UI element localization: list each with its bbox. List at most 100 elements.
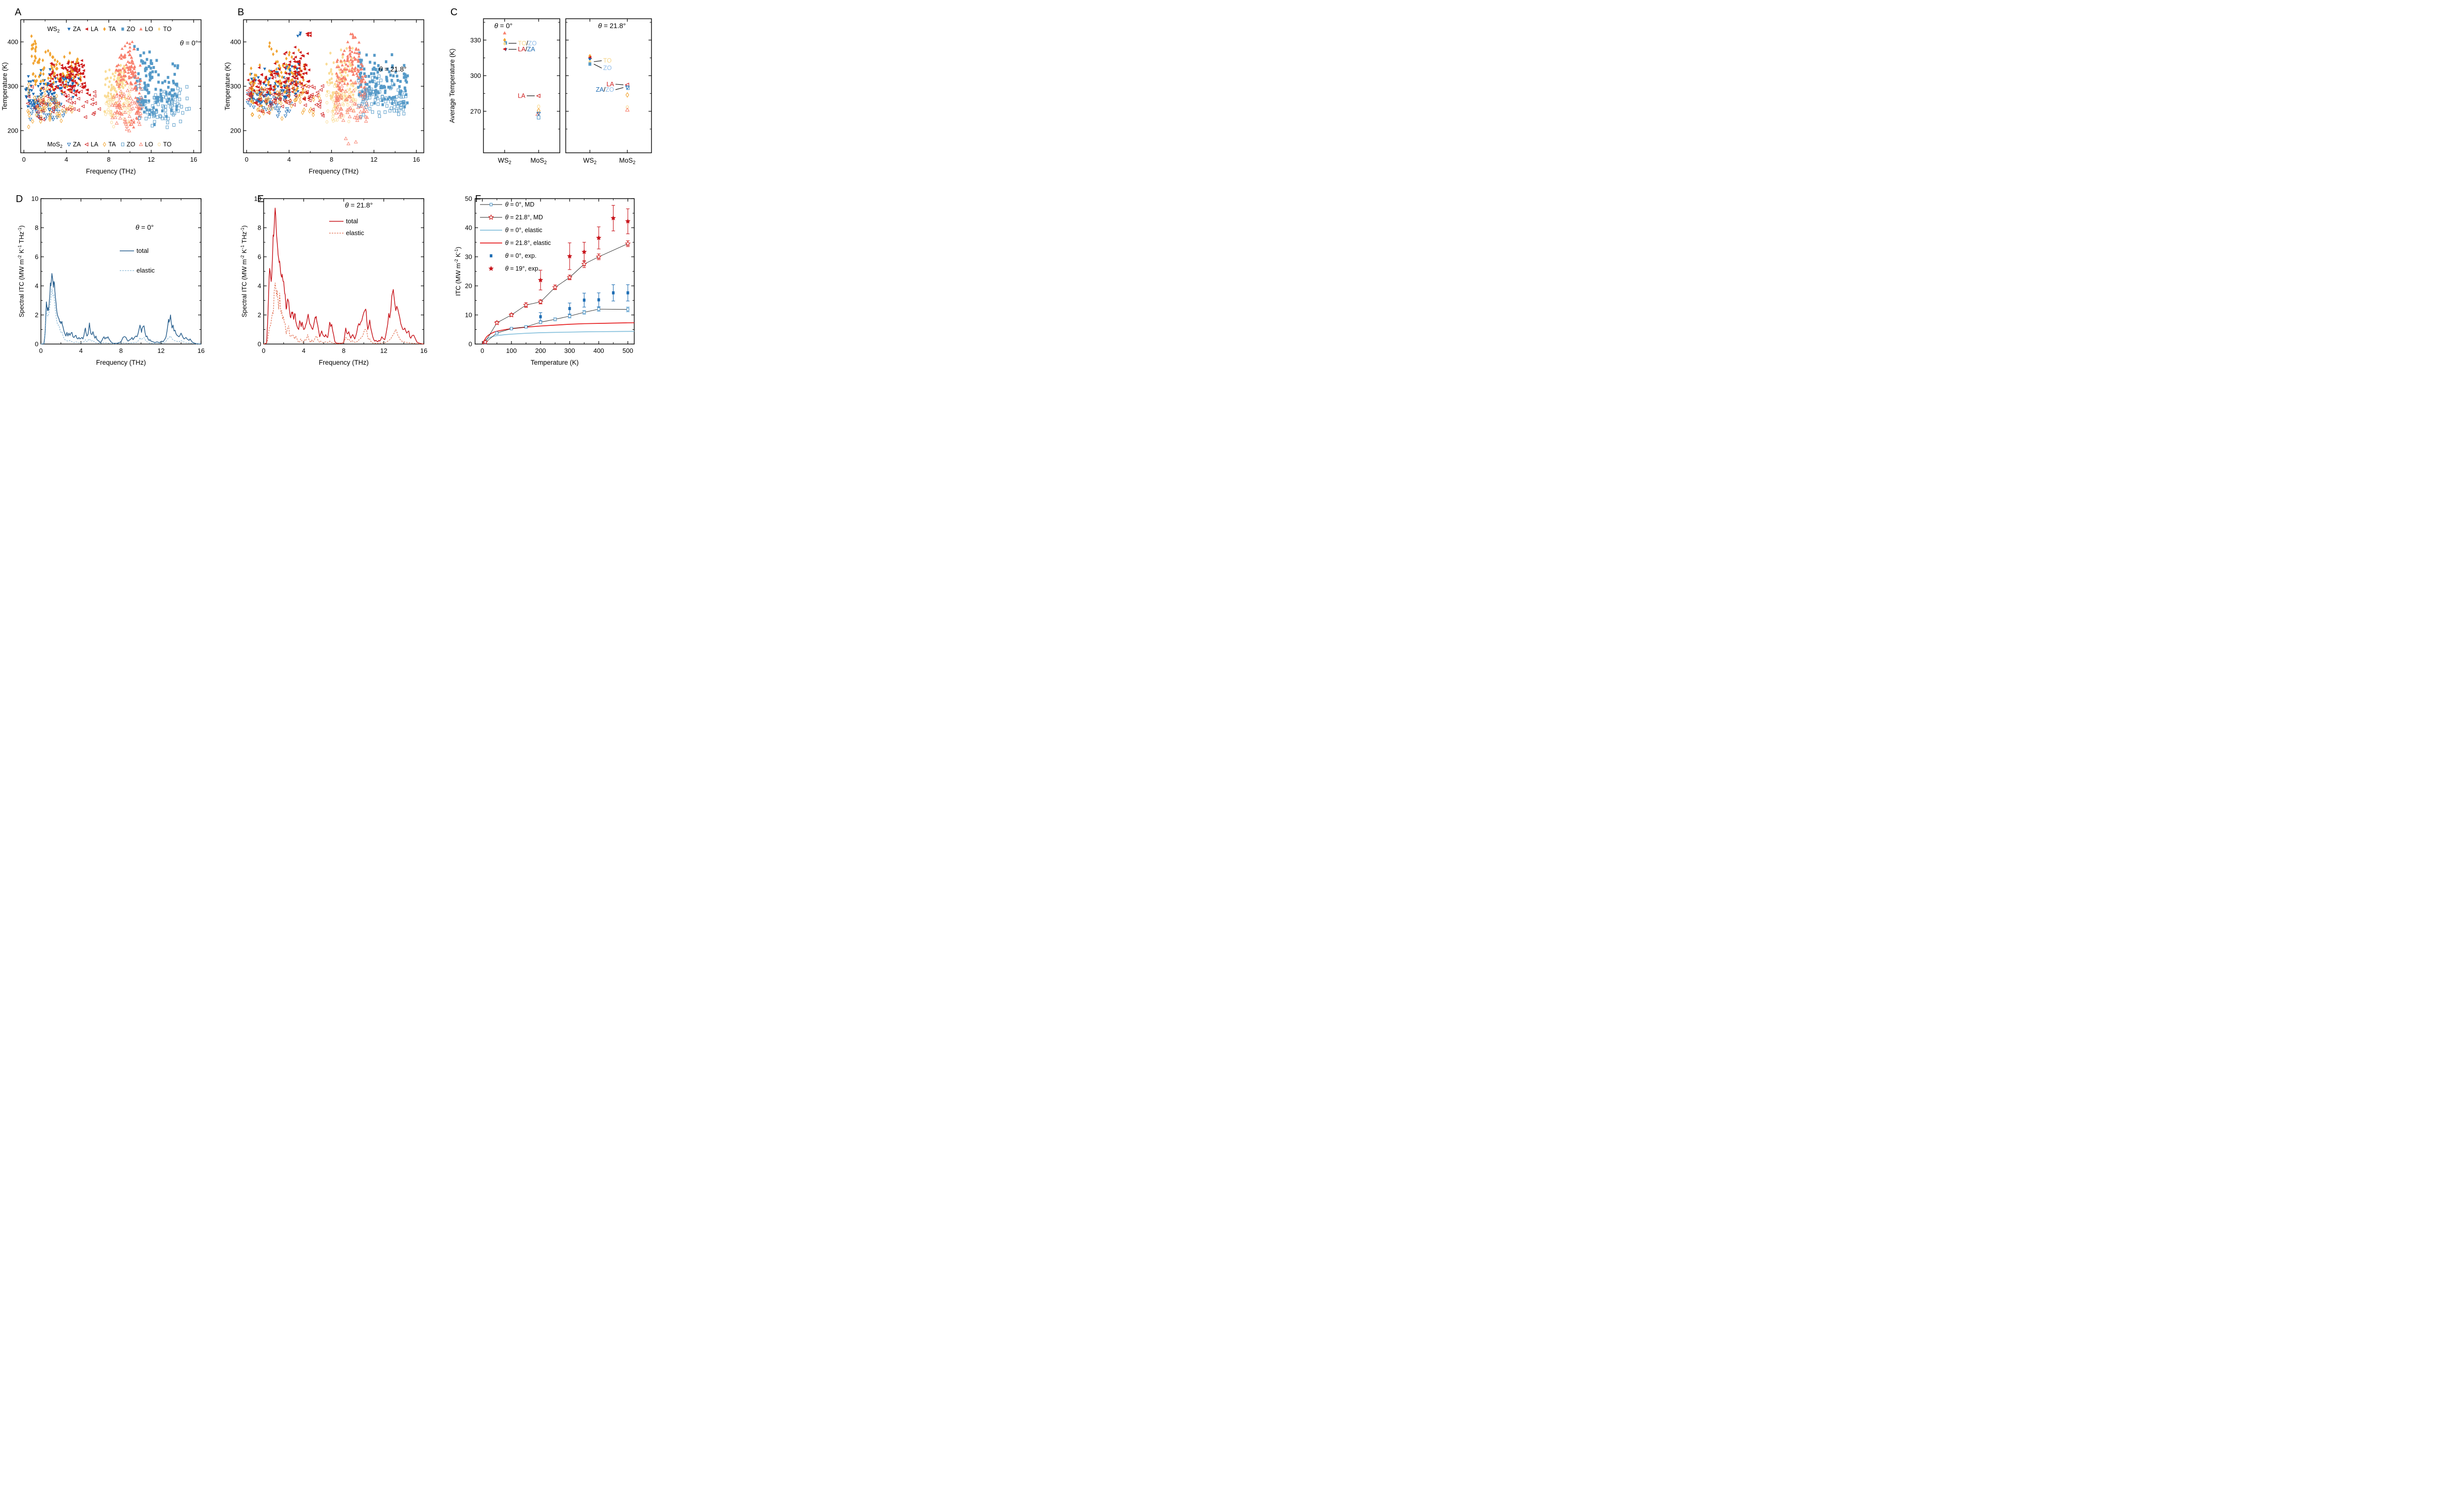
tri-up-marker — [137, 91, 141, 95]
tri-up-marker — [360, 80, 364, 83]
tri-up-marker — [343, 68, 347, 71]
tri-up-marker — [336, 74, 340, 77]
x-tick-label: 16 — [413, 156, 420, 163]
tri-down-marker — [34, 110, 38, 114]
circle-marker — [108, 68, 111, 71]
tri-up-marker — [356, 74, 359, 77]
circle-marker — [104, 102, 108, 105]
diamond-marker — [58, 62, 61, 66]
square-marker — [389, 100, 392, 104]
diamond-marker — [268, 41, 271, 45]
tri-left-marker — [299, 91, 302, 94]
tri-down-marker — [44, 113, 48, 117]
square-marker — [373, 102, 376, 105]
tri-up-marker — [132, 121, 136, 124]
tri-left-marker — [293, 45, 297, 49]
tri-left-marker — [68, 97, 72, 101]
tri-left-marker — [48, 96, 52, 100]
tri-up-marker — [351, 72, 355, 75]
square-marker — [373, 72, 376, 75]
y-tick-label: 2 — [258, 312, 261, 319]
tri-left-marker — [293, 70, 296, 73]
tri-left-marker — [308, 99, 311, 103]
tri-up-marker — [353, 80, 358, 84]
legend-label-total: total — [137, 247, 149, 254]
tri-up-marker — [129, 75, 133, 79]
circle-marker — [114, 71, 117, 74]
tri-up-marker — [335, 104, 340, 108]
x-tick-label: 400 — [593, 347, 604, 354]
diamond-marker — [291, 77, 294, 82]
x-axis-label-E: Frequency (THz) — [319, 359, 369, 366]
circle-marker — [112, 125, 115, 129]
diamond-marker — [32, 42, 35, 46]
square-marker — [157, 103, 160, 106]
circle-marker — [343, 61, 346, 64]
circle-marker — [345, 47, 348, 50]
diamond-marker — [49, 76, 52, 80]
tri-down-marker — [42, 83, 46, 86]
tri-up-marker — [117, 85, 121, 88]
tri-up-marker — [353, 35, 357, 39]
tri-up-marker — [346, 56, 349, 59]
tri-up-marker — [342, 49, 346, 52]
callout-label: TO/ZO — [518, 40, 537, 47]
diamond-marker — [272, 52, 274, 56]
tri-up-marker — [125, 124, 129, 128]
tri-up-marker — [335, 107, 339, 111]
circle-marker — [325, 120, 329, 124]
diamond-marker — [278, 79, 281, 83]
tri-down-marker — [47, 108, 52, 112]
tri-left-marker — [294, 55, 297, 59]
tri-up-marker — [130, 87, 134, 91]
square-marker — [143, 81, 146, 85]
square-marker — [180, 105, 183, 109]
tri-down-marker — [67, 142, 71, 147]
tri-up-marker — [121, 67, 125, 70]
square-marker — [149, 76, 152, 80]
tri-left-marker — [83, 115, 87, 119]
tri-up-marker — [123, 74, 126, 77]
tri-down-marker — [282, 89, 285, 92]
tri-left-marker — [293, 80, 297, 84]
tri-left-marker — [314, 103, 318, 107]
tri-left-marker — [257, 89, 261, 92]
tri-down-marker — [280, 89, 283, 92]
square-marker — [145, 74, 148, 77]
tri-left-marker — [80, 82, 84, 86]
tri-left-marker — [284, 76, 288, 81]
square-marker — [155, 108, 158, 112]
tri-left-marker — [272, 74, 276, 79]
square-marker — [147, 91, 150, 94]
tri-up-marker — [337, 97, 341, 101]
tri-left-marker — [282, 80, 285, 84]
square-marker — [143, 102, 146, 105]
square-marker — [379, 78, 382, 82]
star-marker — [523, 302, 529, 308]
y-tick-label: 400 — [230, 38, 241, 46]
tri-left-marker — [97, 107, 101, 111]
square-marker — [358, 58, 361, 62]
tri-up-marker — [123, 110, 127, 114]
tri-up-marker — [127, 129, 132, 133]
tri-up-marker — [346, 54, 349, 58]
square-marker — [140, 107, 143, 110]
tri-up-marker — [362, 109, 367, 113]
tri-up-marker — [349, 78, 353, 82]
diamond-marker — [50, 64, 53, 68]
tri-left-marker — [245, 98, 250, 102]
square-marker — [385, 104, 389, 108]
square-marker — [176, 64, 179, 68]
tri-left-marker — [252, 78, 256, 82]
circle-marker — [352, 108, 355, 112]
square-marker — [370, 102, 374, 106]
circle-marker — [110, 120, 113, 124]
diamond-marker — [292, 89, 296, 94]
tri-up-marker — [120, 47, 124, 50]
square-marker — [155, 110, 158, 114]
square-marker — [152, 96, 156, 100]
square-marker — [161, 81, 164, 84]
tri-up-marker — [123, 44, 127, 47]
tri-down-marker — [29, 80, 33, 83]
